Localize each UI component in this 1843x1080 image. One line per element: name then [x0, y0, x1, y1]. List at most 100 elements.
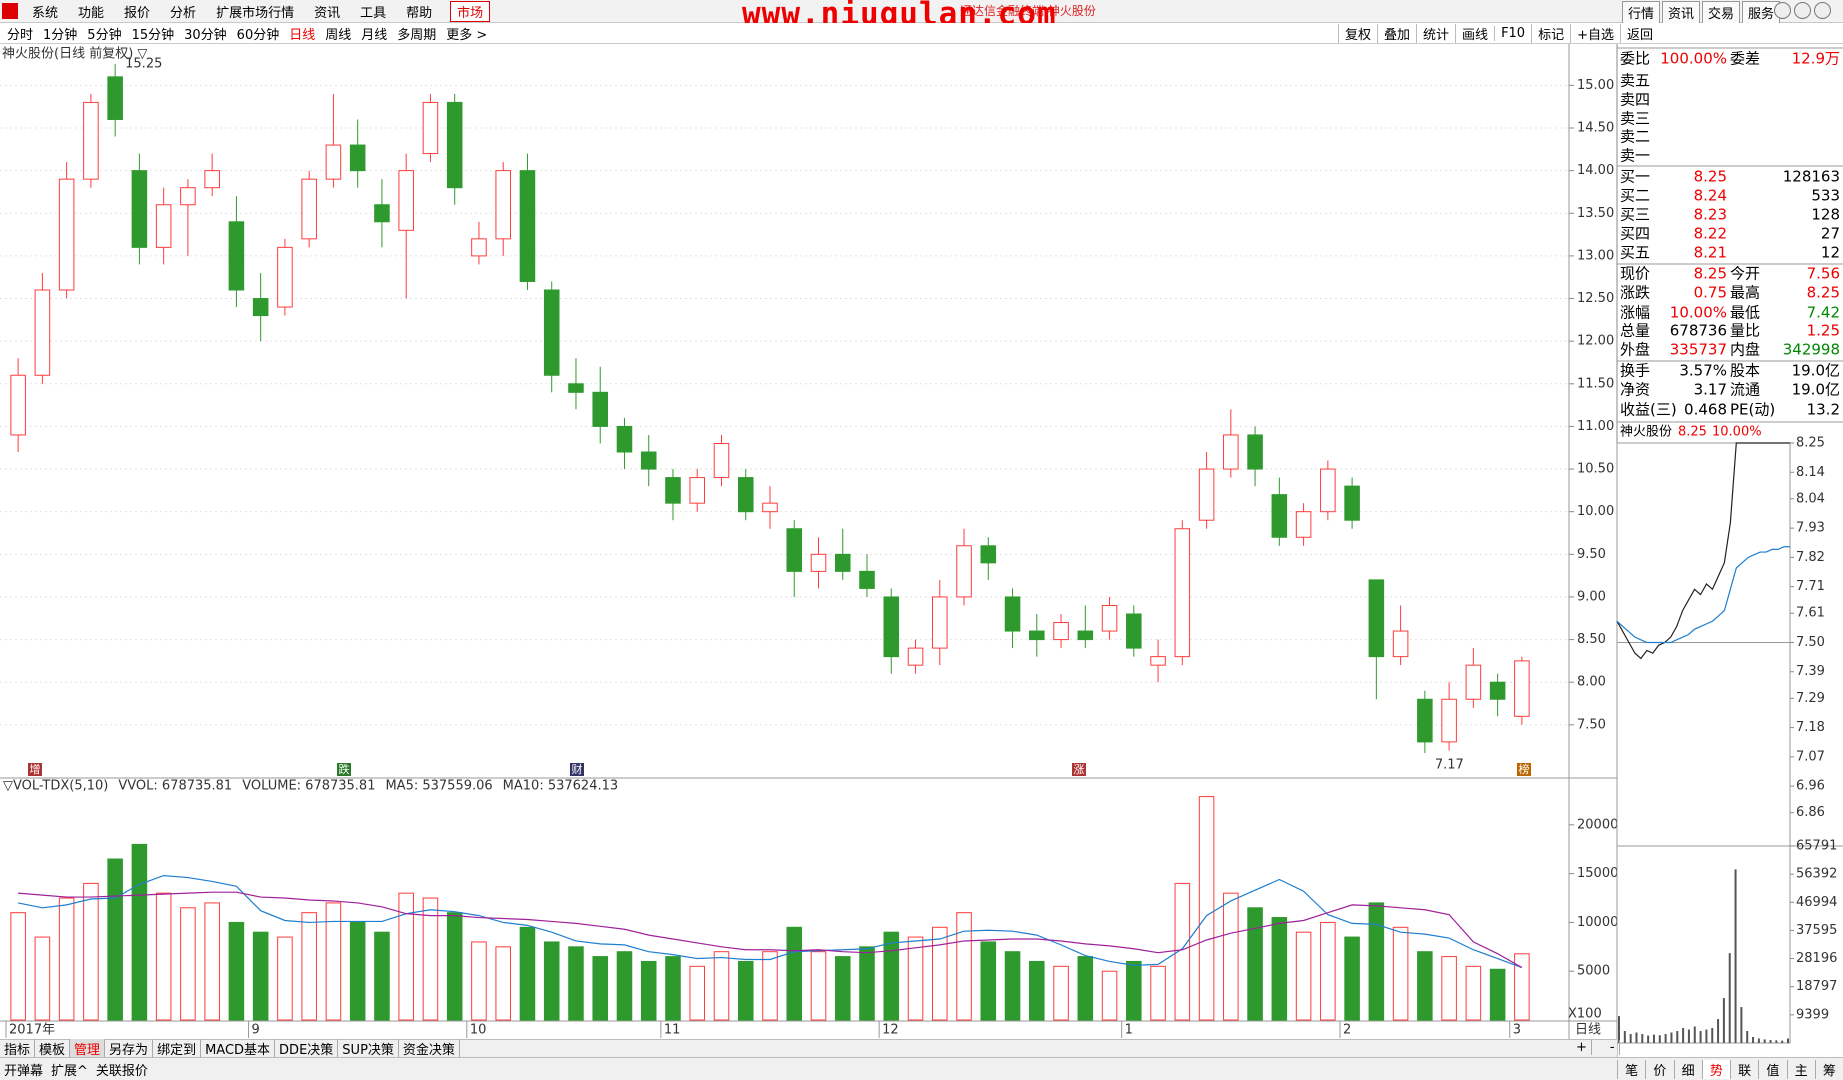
indicator-tab[interactable]: 指标 [0, 1039, 36, 1058]
volume-bar [374, 931, 390, 1021]
volume-legend: MA10: 537624.13 [503, 779, 618, 794]
volume-bar [325, 902, 342, 1021]
menu-item[interactable]: 功能 [78, 6, 105, 21]
menu-item[interactable]: 市场 [450, 1, 491, 22]
menu-item[interactable]: 资讯 [314, 6, 341, 21]
menu-item[interactable]: 帮助 [406, 6, 433, 21]
indicator-tab[interactable]: 资金决策 [399, 1039, 460, 1058]
menu-item[interactable]: 报价 [124, 6, 151, 21]
candle-body [713, 442, 730, 479]
stat-value: 19.0亿 [1792, 362, 1840, 380]
ask-label: 卖一 [1620, 147, 1650, 165]
candle-body [1514, 660, 1530, 717]
tool-button[interactable]: 统计 [1416, 24, 1455, 43]
top-button[interactable]: 服务 [1742, 1, 1781, 24]
tool-button[interactable]: F10 [1494, 26, 1531, 41]
indicator-tab[interactable]: 另存为 [105, 1039, 154, 1058]
side-tab[interactable]: 细 [1673, 1059, 1702, 1079]
volume-bar [1223, 892, 1239, 1021]
volume-legend: VVOL: 678735.81 [118, 779, 232, 794]
zoom-buttons: + - [1572, 1040, 1620, 1055]
period-button[interactable]: 多周期 [397, 28, 437, 43]
zoom-button[interactable]: - [1606, 1040, 1620, 1055]
y-tick-label: 7.07 [1796, 749, 1825, 764]
candle-body [325, 144, 342, 180]
period-button[interactable]: 周线 [325, 28, 352, 43]
toolbar: 分时 1分钟 5分钟 15分钟 30分钟 60分钟 日线 周线 月线 多周期 更多 > 复权 叠加 统计… [0, 23, 1843, 44]
candle-body [616, 425, 633, 453]
maximize[interactable] [1794, 2, 1811, 19]
period-button[interactable]: 1分钟 [43, 28, 78, 43]
indicator-tab[interactable]: 模板 [35, 1039, 71, 1058]
period-button[interactable]: 15分钟 [131, 28, 175, 43]
side-tab[interactable]: 筹 [1814, 1059, 1843, 1079]
candle-body [252, 298, 269, 317]
side-tab[interactable]: 值 [1758, 1059, 1786, 1079]
stat-value: 8.25 [1807, 284, 1840, 302]
top-button[interactable]: 资讯 [1662, 1, 1701, 24]
menu-item[interactable]: 工具 [360, 6, 387, 21]
period-button[interactable]: 分时 [7, 28, 34, 43]
candle-body [980, 545, 997, 564]
tool-button[interactable]: 叠加 [1377, 24, 1416, 43]
period-button[interactable]: 60分钟 [236, 28, 280, 43]
menu-item[interactable]: 扩展市场行情 [216, 6, 295, 21]
status-button[interactable]: 扩展^ [51, 1063, 88, 1079]
close[interactable] [1814, 2, 1831, 19]
status-button[interactable]: 开弹幕 [4, 1063, 44, 1079]
top-button[interactable]: 行情 [1622, 1, 1661, 24]
period-button[interactable]: 30分钟 [184, 28, 227, 43]
minimize[interactable] [1774, 2, 1791, 19]
menu-item[interactable]: 系统 [32, 6, 59, 21]
y-tick-label: 7.50 [1577, 717, 1606, 732]
candle-body [592, 391, 608, 427]
candle-body [834, 553, 851, 572]
volume-bar [1320, 921, 1336, 1021]
period-label: 日线 [1575, 1023, 1601, 1038]
indicator-tab[interactable]: SUP决策 [338, 1039, 399, 1058]
candle-body [1223, 434, 1239, 470]
tool-button[interactable]: 标记 [1531, 24, 1570, 43]
side-tab[interactable]: 势 [1701, 1059, 1730, 1079]
candle-body [1126, 613, 1142, 649]
stat-value: 7.42 [1807, 304, 1840, 322]
side-tab[interactable]: 价 [1645, 1059, 1673, 1079]
side-tab[interactable]: 联 [1730, 1059, 1758, 1079]
tool-button[interactable]: +自选 [1570, 24, 1620, 43]
side-tab[interactable]: 笔 [1617, 1059, 1645, 1079]
volume-bar [180, 907, 196, 1021]
side-tab[interactable]: 主 [1786, 1059, 1815, 1079]
menu-bar: 系统 功能 报价 分析 扩展市场行情 资讯 工具 帮助 市场 通达信金融终端 神火股份 www.… [0, 0, 1843, 32]
volume-bar [1489, 968, 1506, 1021]
indicator-tab[interactable]: MACD基本 [201, 1039, 276, 1058]
menu-item[interactable]: 分析 [170, 6, 197, 21]
period-button[interactable]: 更多 > [446, 28, 488, 43]
tool-button[interactable]: 画线 [1455, 24, 1494, 43]
volume-bar [713, 951, 730, 1021]
candle-body [1271, 494, 1288, 538]
indicator-tab[interactable]: 绑定到 [153, 1039, 202, 1058]
period-button[interactable]: 日线 [289, 28, 316, 43]
status-button[interactable]: 关联报价 [95, 1063, 148, 1079]
indicator-tab[interactable]: DDE决策 [275, 1039, 339, 1058]
y-tick-label: 12.00 [1577, 334, 1614, 349]
tool-list: 复权 叠加 统计 画线 F10 标记 +自选 返回 [1338, 23, 1659, 44]
zoom-button[interactable]: + [1572, 1040, 1592, 1055]
tool-button[interactable]: 返回 [1620, 24, 1659, 43]
y-tick-label: 6.86 [1796, 805, 1825, 820]
volume-bar [1271, 917, 1288, 1021]
period-button[interactable]: 月线 [361, 28, 388, 43]
bid-price: 8.21 [1694, 244, 1727, 262]
tool-button[interactable]: 复权 [1338, 24, 1377, 43]
volume-bar [883, 931, 900, 1021]
y-tick-label: 56392 [1796, 867, 1837, 882]
y-tick-label: 9.50 [1577, 547, 1606, 562]
top-button[interactable]: 交易 [1702, 1, 1741, 24]
stat-label: 流通 [1730, 381, 1760, 399]
volume-bar [1174, 882, 1191, 1021]
indicator-tab[interactable]: 管理 [70, 1039, 106, 1058]
period-button[interactable]: 5分钟 [87, 28, 122, 43]
candle-body [1247, 434, 1263, 470]
y-tick-label: 5000 [1577, 964, 1610, 979]
chart-title: 神火股份(日线 前复权) ▽ [2, 46, 147, 62]
